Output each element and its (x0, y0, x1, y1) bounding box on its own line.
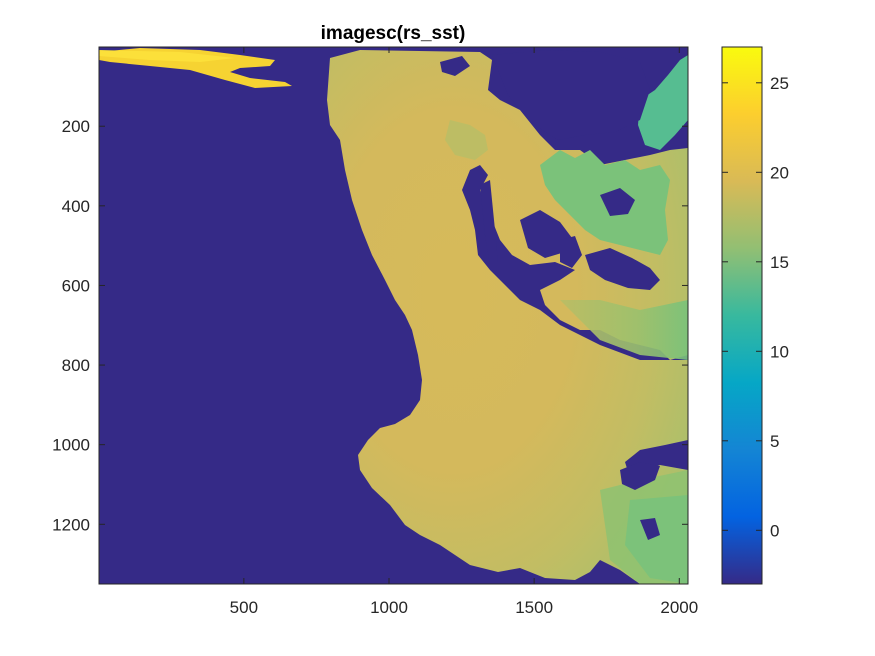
island-inlet-1 (520, 210, 572, 258)
x-tick-label: 1000 (370, 598, 408, 617)
chart-title: imagesc(rs_sst) (321, 23, 466, 44)
x-tick-label: 500 (230, 598, 258, 617)
strait-highlight (99, 50, 235, 62)
island-west-inlet (480, 180, 498, 266)
island-inlet-4 (560, 236, 582, 268)
island-inlet-3 (600, 188, 635, 216)
x-tick-label: 2000 (660, 598, 698, 617)
y-tick-label: 1200 (52, 515, 90, 534)
upper-inlet-strip (638, 55, 688, 150)
colorbar (721, 46, 763, 585)
island-northeast (492, 50, 650, 140)
island-inlet-2 (585, 248, 660, 290)
x-axis: 500 1000 1500 2000 (230, 47, 698, 617)
y-tick-label: 400 (62, 197, 90, 216)
y-tick-label: 800 (62, 356, 90, 375)
island-north (440, 56, 470, 76)
y-axis: 200 400 600 800 1000 1200 (52, 117, 688, 534)
southeast-deep-cool (625, 495, 688, 584)
heatmap-image (99, 47, 688, 584)
y-tick-label: 200 (62, 117, 90, 136)
x-tick-label: 1500 (515, 598, 553, 617)
colorbar-tick-label: 25 (770, 74, 789, 93)
colorbar-tick-label: 20 (770, 163, 789, 182)
y-tick-label: 1000 (52, 436, 90, 455)
island-southeast (620, 462, 660, 490)
colorbar-tick-label: 5 (770, 432, 779, 451)
y-tick-label: 600 (62, 276, 90, 295)
colorbar-tick-label: 10 (770, 342, 789, 361)
green-patch (445, 120, 488, 160)
eastern-cool-region (560, 300, 688, 360)
axes-frame (98, 46, 689, 585)
colorbar-tick-label: 15 (770, 253, 789, 272)
colorbar-tick-label: 0 (770, 521, 779, 540)
island-south-east-2 (640, 518, 660, 540)
colorbar-axis: 0 5 10 15 20 25 (722, 74, 789, 540)
